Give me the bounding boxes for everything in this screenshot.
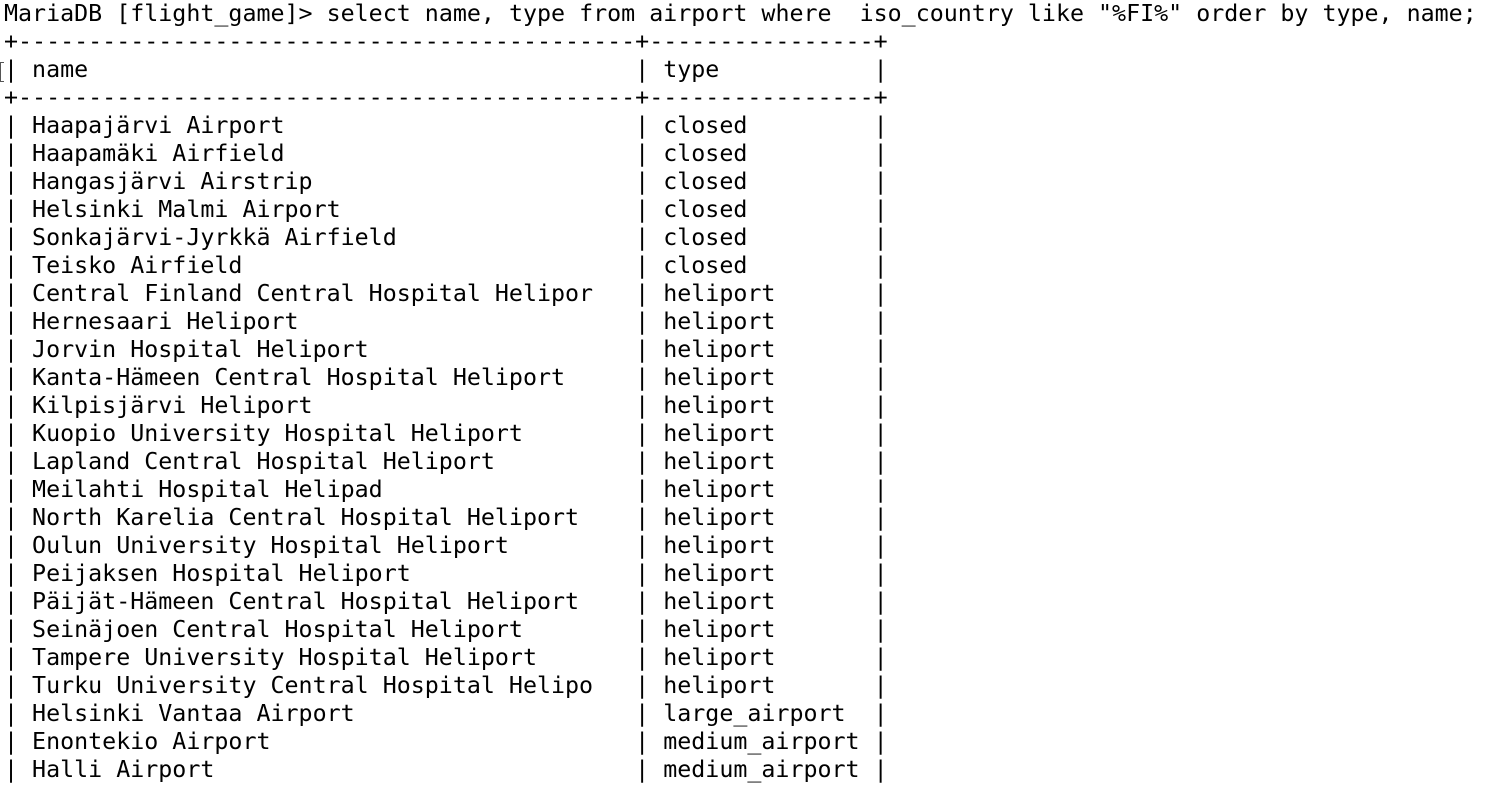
table-row: | Jorvin Hospital Heliport | heliport | <box>4 336 888 363</box>
table-row: | Turku University Central Hospital Heli… <box>4 672 888 699</box>
table-row: | Haapajärvi Airport | closed | <box>4 112 888 139</box>
table-row: | Seinäjoen Central Hospital Heliport | … <box>4 616 888 643</box>
table-row: | Teisko Airfield | closed | <box>4 252 888 279</box>
table-border-mid: +---------------------------------------… <box>4 84 888 111</box>
table-row: | Halli Airport | medium_airport | <box>4 756 888 783</box>
table-row: | Sonkajärvi-Jyrkkä Airfield | closed | <box>4 224 888 251</box>
table-row: | Meilahti Hospital Helipad | heliport | <box>4 476 888 503</box>
table-row: | Hangasjärvi Airstrip | closed | <box>4 168 888 195</box>
table-row: | Hernesaari Heliport | heliport | <box>4 308 888 335</box>
cursor-bracket-icon <box>0 62 4 82</box>
sql-command: select name, type from airport where iso… <box>326 0 1477 27</box>
table-row: | Kanta-Hämeen Central Hospital Heliport… <box>4 364 888 391</box>
table-row: | Kuopio University Hospital Heliport | … <box>4 420 888 447</box>
result-rows: | Haapajärvi Airport | closed | | Haapamä… <box>4 112 1490 784</box>
table-row: | Kilpisjärvi Heliport | heliport | <box>4 392 888 419</box>
table-row: | Enontekio Airport | medium_airport | <box>4 728 888 755</box>
table-row: | Oulun University Hospital Heliport | h… <box>4 532 888 559</box>
table-row: | Päijät-Hämeen Central Hospital Helipor… <box>4 588 888 615</box>
table-row: | Helsinki Malmi Airport | closed | <box>4 196 888 223</box>
table-row: | Tampere University Hospital Heliport |… <box>4 644 888 671</box>
table-row: | Haapamäki Airfield | closed | <box>4 140 888 167</box>
command-line[interactable]: MariaDB [flight_game]> select name, type… <box>4 0 1490 28</box>
table-border-top: +---------------------------------------… <box>4 28 888 55</box>
table-header-row: | name | type | <box>4 56 888 83</box>
table-row: | Lapland Central Hospital Heliport | he… <box>4 448 888 475</box>
mariadb-prompt: MariaDB [flight_game]> <box>4 0 327 27</box>
terminal-window[interactable]: MariaDB [flight_game]> select name, type… <box>4 0 1490 788</box>
table-row: | Peijaksen Hospital Heliport | heliport… <box>4 560 888 587</box>
table-row: | North Karelia Central Hospital Helipor… <box>4 504 888 531</box>
table-row: | Helsinki Vantaa Airport | large_airpor… <box>4 700 888 727</box>
table-row: | Central Finland Central Hospital Helip… <box>4 280 888 307</box>
